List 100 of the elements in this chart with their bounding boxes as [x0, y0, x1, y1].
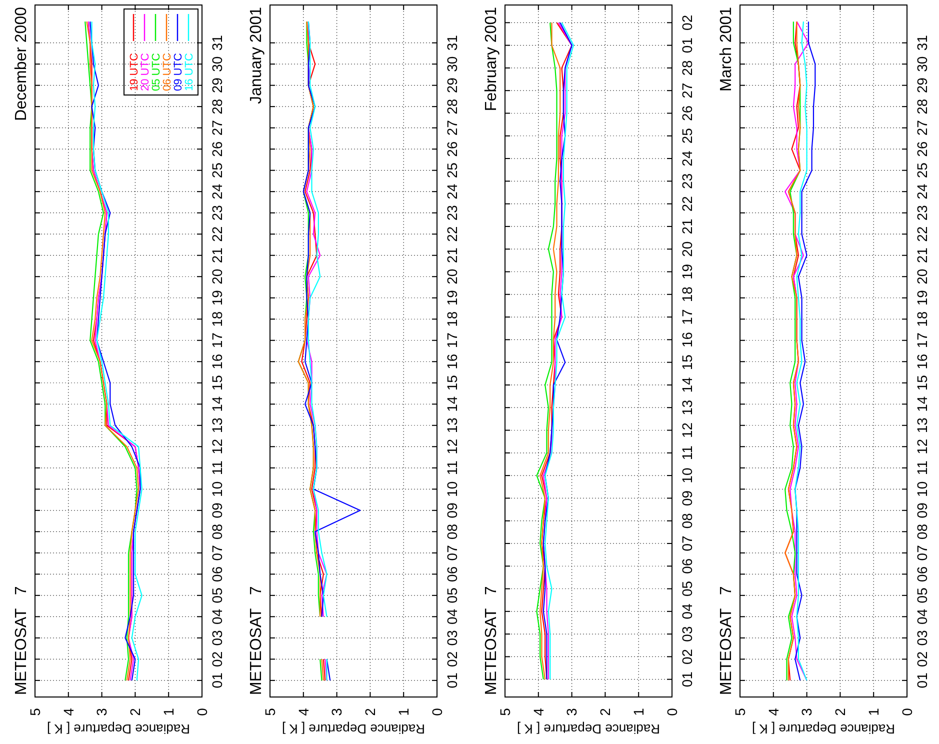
y-tick-label: 10	[208, 481, 225, 497]
y-tick-label: 21	[914, 247, 930, 264]
y-tick-label: 15	[678, 354, 695, 370]
y-tick-label: 19	[914, 290, 930, 306]
y-tick-label: 19	[208, 290, 225, 306]
y-tick-label: 08	[208, 524, 225, 540]
y-tick-label: 11	[208, 460, 225, 476]
y-tick-label: 06	[914, 566, 930, 582]
x-tick-label: 0	[194, 708, 210, 716]
y-tick-label: 16	[208, 354, 225, 370]
y-tick-label: 13	[914, 417, 930, 434]
y-tick-label: 13	[678, 400, 695, 416]
y-tick-label: 11	[914, 460, 930, 476]
y-tick-label: 31	[208, 34, 225, 51]
x-tick-label: 1	[866, 708, 882, 716]
y-tick-label: 16	[444, 354, 460, 370]
y-tick-label: 25	[678, 128, 695, 144]
y-tick-label: 03	[914, 630, 930, 646]
y-tick-label: 12	[444, 438, 460, 454]
y-tick-label: 14	[678, 376, 695, 393]
text: 05 UTC	[150, 53, 162, 91]
y-tick-label: 15	[444, 374, 460, 391]
y-tick-label: 28	[444, 98, 460, 114]
x-tick-label: 4	[530, 708, 546, 716]
y-tick-label: 01	[444, 672, 460, 688]
y-tick-label: 21	[678, 218, 695, 234]
y-tick-label: 17	[914, 332, 930, 348]
x-tick-label: 3	[564, 708, 580, 716]
text: 09 UTC	[172, 53, 184, 91]
y-tick-label: 16	[678, 332, 695, 348]
y-tick-label: 06	[678, 558, 695, 574]
x-tick-label: 1	[630, 708, 646, 716]
y-tick-label: 16	[914, 354, 930, 370]
y-tick-label: 22	[208, 226, 225, 242]
text: METEOSAT 7	[718, 586, 735, 695]
y-tick-label: 18	[678, 286, 695, 302]
y-tick-label: 09	[914, 502, 930, 518]
y-tick-label: 06	[444, 566, 460, 582]
y-tick-label: 27	[678, 82, 695, 98]
y-tick-label: 08	[444, 524, 460, 540]
y-tick-label: 28	[678, 60, 695, 76]
y-tick-label: 24	[678, 150, 695, 166]
y-tick-label: 02	[208, 651, 225, 667]
y-tick-label: 29	[914, 77, 930, 94]
y-tick-label: 11	[444, 460, 460, 476]
y-tick-label: 19	[678, 264, 695, 280]
y-tick-label: 25	[208, 162, 225, 178]
y-tick-label: 05	[678, 580, 695, 597]
y-tick-label: 09	[208, 502, 225, 518]
y-tick-label: 23	[678, 173, 695, 189]
y-tick-label: 24	[208, 184, 225, 200]
y-tick-label: 05	[914, 587, 930, 604]
y-tick-label: 30	[444, 56, 460, 72]
y-tick-label: 30	[914, 56, 930, 72]
y-tick-label: 12	[914, 438, 930, 454]
x-tick-label: 4	[765, 708, 782, 716]
y-tick-label: 02	[678, 648, 695, 664]
y-tick-label: 14	[914, 396, 930, 412]
x-axis-title: Radiance Departure [ K ]	[46, 721, 190, 736]
y-tick-label: 29	[444, 77, 460, 94]
y-tick-label: 26	[914, 141, 930, 157]
y-tick-label: 26	[444, 141, 460, 157]
y-tick-label: 14	[208, 396, 225, 412]
x-tick-label: 0	[898, 708, 915, 716]
y-tick-label: 18	[208, 311, 225, 327]
y-tick-label: 21	[444, 247, 460, 264]
y-tick-label: 04	[678, 603, 695, 620]
y-tick-label: 07	[914, 544, 930, 561]
x-tick-label: 5	[26, 708, 43, 716]
y-tick-label: 13	[444, 417, 460, 434]
y-tick-label: 02	[444, 651, 460, 667]
y-tick-label: 18	[444, 311, 460, 327]
y-tick-label: 26	[208, 141, 225, 157]
y-tick-label: 17	[444, 332, 460, 348]
y-tick-label: 21	[208, 247, 225, 264]
x-tick-label: 2	[832, 708, 848, 716]
x-tick-label: 0	[664, 708, 680, 716]
y-tick-label: 24	[914, 184, 930, 200]
y-tick-label: 22	[444, 226, 460, 242]
y-tick-label: 12	[678, 422, 695, 438]
y-tick-label: 03	[678, 626, 695, 642]
y-tick-label: 07	[208, 544, 225, 561]
y-tick-label: 23	[444, 204, 460, 221]
y-tick-label: 13	[208, 417, 225, 434]
text: March 2001	[718, 6, 735, 92]
y-tick-label: 04	[208, 608, 225, 624]
y-tick-label: 14	[444, 396, 460, 412]
y-tick-label: 03	[444, 630, 460, 646]
y-tick-label: 18	[914, 311, 930, 327]
y-tick-label: 26	[678, 105, 695, 122]
text: 06 UTC	[161, 53, 174, 91]
x-tick-label: 5	[732, 708, 748, 716]
x-tick-label: 0	[428, 708, 445, 716]
y-tick-label: 17	[678, 309, 695, 325]
y-tick-label: 03	[208, 630, 225, 646]
y-tick-label: 01	[914, 672, 930, 688]
text: 20 UTC	[139, 53, 152, 91]
y-tick-label: 08	[914, 524, 930, 540]
y-tick-label: 07	[678, 535, 695, 552]
text: December 2000	[13, 6, 30, 121]
